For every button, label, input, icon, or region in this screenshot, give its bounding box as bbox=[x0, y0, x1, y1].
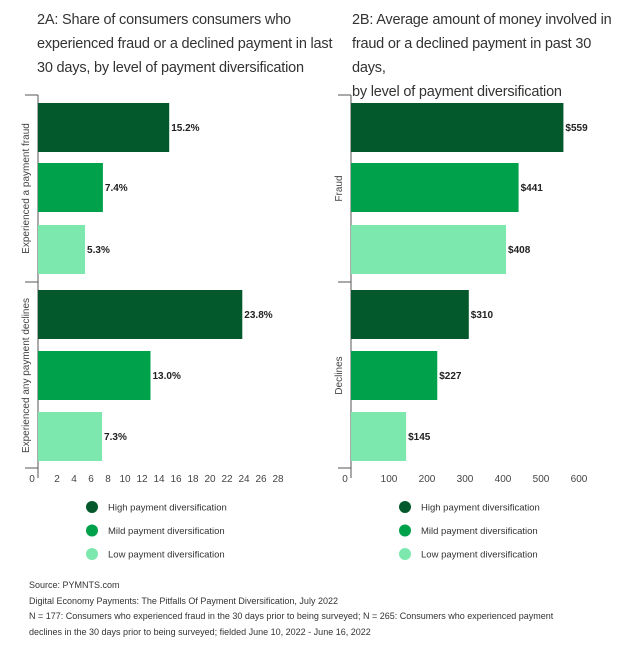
legend-label: High payment diversification bbox=[108, 503, 227, 514]
legend-label: Low payment diversification bbox=[421, 550, 538, 561]
legend-label: Mild payment diversification bbox=[421, 526, 538, 537]
sample-note: N = 177: Consumers who experienced fraud… bbox=[29, 611, 554, 621]
x-tick-label: 18 bbox=[187, 474, 199, 485]
data-label: $310 bbox=[471, 310, 494, 321]
legend-label: Low payment diversification bbox=[108, 550, 225, 561]
x-tick-label: 0 bbox=[29, 474, 35, 485]
title-line: 2B: Average amount of money involved in bbox=[352, 12, 612, 28]
title-line: 30 days, by level of payment diversifica… bbox=[37, 60, 304, 76]
bar bbox=[351, 225, 507, 274]
data-label: 15.2% bbox=[171, 123, 199, 134]
x-tick-label: 22 bbox=[221, 474, 233, 485]
data-label: 7.4% bbox=[105, 183, 128, 194]
bar bbox=[351, 103, 564, 152]
x-tick-label: 8 bbox=[105, 474, 111, 485]
legend-swatch bbox=[399, 501, 411, 513]
x-tick-label: 400 bbox=[495, 474, 512, 485]
legend-label: High payment diversification bbox=[421, 503, 540, 514]
x-tick-label: 12 bbox=[136, 474, 148, 485]
data-label: 23.8% bbox=[244, 310, 272, 321]
x-tick-label: 6 bbox=[88, 474, 94, 485]
category-label: Declines bbox=[334, 356, 345, 394]
x-tick-label: 20 bbox=[204, 474, 216, 485]
source-note: Source: PYMNTS.com bbox=[29, 580, 120, 590]
report-note: Digital Economy Payments: The Pitfalls O… bbox=[29, 595, 338, 606]
sample-note-cont: declines in the 30 days prior to being s… bbox=[29, 626, 371, 637]
data-label: 7.3% bbox=[104, 432, 127, 443]
legend-swatch bbox=[86, 524, 98, 537]
x-tick-label: 0 bbox=[342, 474, 348, 485]
data-label: $145 bbox=[408, 432, 431, 443]
chart-2a-title: 2A: Share of consumers consumers who exp… bbox=[37, 8, 332, 80]
x-tick-label: 28 bbox=[272, 474, 284, 485]
x-tick-label: 16 bbox=[170, 474, 182, 485]
bar bbox=[38, 225, 86, 274]
bar bbox=[38, 290, 243, 339]
category-label: Fraud bbox=[334, 175, 345, 201]
title-line: experienced fraud or a declined payment … bbox=[37, 36, 333, 52]
category-label: Experienced any payment declines bbox=[21, 298, 32, 453]
bar bbox=[351, 351, 438, 400]
bar bbox=[38, 103, 170, 152]
legend-swatch bbox=[86, 501, 98, 513]
bar bbox=[38, 351, 151, 400]
data-label: $408 bbox=[508, 245, 531, 256]
title-line: 2A: Share of consumers consumers who bbox=[37, 12, 291, 28]
x-tick-label: 200 bbox=[419, 474, 436, 485]
chart-2b-title: 2B: Average amount of money involved in … bbox=[352, 8, 622, 104]
legend-swatch bbox=[399, 548, 411, 560]
x-tick-label: 300 bbox=[457, 474, 474, 485]
x-tick-label: 24 bbox=[238, 474, 250, 485]
x-tick-label: 10 bbox=[119, 474, 131, 485]
x-tick-label: 14 bbox=[153, 474, 165, 485]
bar bbox=[351, 412, 407, 461]
data-label: $559 bbox=[565, 123, 588, 134]
x-tick-label: 600 bbox=[571, 474, 588, 485]
footer: Source: PYMNTS.com Digital Economy Payme… bbox=[29, 578, 553, 640]
x-tick-label: 4 bbox=[71, 474, 77, 485]
data-label: 13.0% bbox=[153, 371, 181, 382]
title-line: fraud or a declined payment in past 30 d… bbox=[352, 36, 592, 76]
data-label: 5.3% bbox=[87, 245, 110, 256]
bar bbox=[351, 290, 469, 339]
charts-svg: Experienced a payment fraud 15.2% 7.4% 5.3%… bbox=[21, 94, 588, 561]
category-label: Experienced a payment fraud bbox=[21, 123, 32, 254]
legend-label: Mild payment diversification bbox=[108, 526, 225, 537]
x-tick-label: 2 bbox=[54, 474, 60, 485]
bar bbox=[38, 412, 103, 461]
legend-swatch bbox=[86, 548, 98, 560]
x-tick-label: 26 bbox=[255, 474, 267, 485]
bar bbox=[351, 163, 519, 212]
bar bbox=[38, 163, 103, 212]
data-label: $227 bbox=[439, 371, 462, 382]
x-tick-label: 100 bbox=[381, 474, 398, 485]
title-line: by level of payment diversification bbox=[352, 84, 562, 100]
x-tick-label: 500 bbox=[533, 474, 550, 485]
data-label: $441 bbox=[521, 183, 544, 194]
legend-swatch bbox=[399, 524, 411, 537]
